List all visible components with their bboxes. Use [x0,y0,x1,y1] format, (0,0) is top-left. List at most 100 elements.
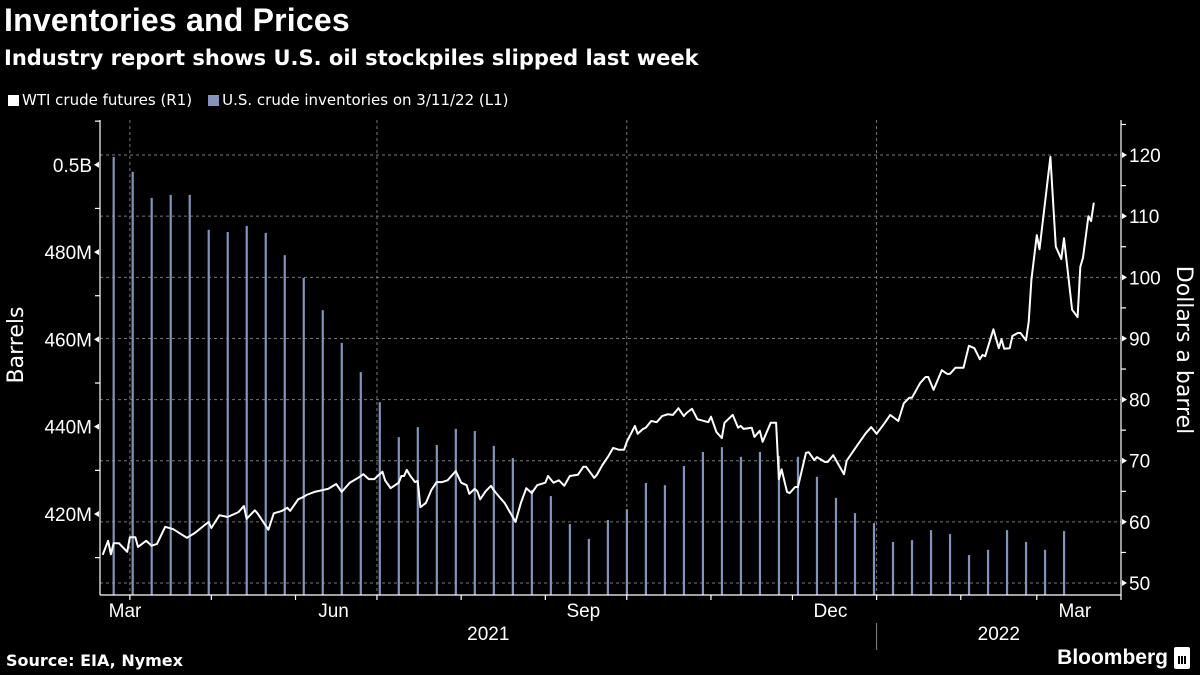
inventory-bar [587,538,590,595]
inventory-bar [606,520,609,595]
chart-subtitle: Industry report shows U.S. oil stockpile… [4,46,699,70]
x-tick-label: Dec [814,601,848,622]
inventory-bar [1024,541,1028,595]
left-tick-label: 0.5B [53,156,92,177]
inventory-bar [891,541,895,595]
left-tick-label: 480M [44,243,92,264]
inventory-bar [359,372,362,595]
inventory-bar [758,452,762,595]
inventory-bar [948,534,952,595]
inventory-bar [454,428,457,595]
inventory-bar [416,427,419,595]
right-tick-arrow [1122,396,1127,403]
left-tick-arrow [94,336,99,343]
inventory-bar [245,225,248,595]
inventory-bar [663,485,667,595]
inventory-bar [967,555,971,595]
inventory-bar [720,447,724,595]
inventory-bar [834,497,838,595]
right-tick-label: 110 [1129,207,1159,228]
inventory-bar [112,156,115,595]
bloomberg-chart-icon [1174,647,1190,669]
bloomberg-logo: Bloomberg [1057,646,1190,670]
inventory-bar [682,465,686,595]
right-tick-label: 80 [1129,391,1150,412]
right-tick-arrow [1122,152,1127,159]
chart-title: Inventories and Prices [4,2,350,38]
inventory-bar [131,171,134,595]
inventory-bar [188,194,191,595]
left-tick-label: 420M [44,505,92,526]
right-tick-arrow [1122,518,1127,525]
inventory-bar [853,513,857,595]
left-tick-arrow [94,423,99,430]
inventory-bar [397,437,400,595]
inventory-bar [739,456,743,595]
inventory-bar [530,489,533,595]
source-note: Source: EIA, Nymex [6,651,183,670]
inventory-bar [473,431,476,595]
legend: WTI crude futures (R1) U.S. crude invent… [8,91,509,109]
legend-swatch-inventories [208,94,220,106]
inventory-bar [511,458,514,595]
right-tick-label: 100 [1129,268,1161,289]
inventory-bar [777,455,781,595]
inventory-bar [1043,549,1047,595]
inventory-bar [796,456,800,595]
inventory-bar [625,509,628,595]
right-tick-label: 50 [1129,574,1150,595]
right-tick-label: 60 [1129,513,1150,534]
x-tick-label: Mar [1058,601,1091,622]
inventory-bar [492,445,495,595]
inventory-bar [568,524,571,595]
legend-item-wti: WTI crude futures (R1) [8,91,192,109]
inventory-bar [644,482,648,595]
inventory-bar [910,540,914,595]
inventory-bar [283,255,286,595]
inventory-bar [929,530,933,595]
legend-swatch-wti [8,94,19,106]
inventory-bar [549,496,552,595]
inventory-bar [815,476,819,595]
right-tick-label: 90 [1129,329,1150,350]
right-axis-title: Dollars a barrel [1171,266,1196,434]
left-tick-arrow [94,510,99,517]
left-tick-arrow [94,249,99,256]
axes: 0.5B 480M 460M 440M 420M 50 60 70 80 90 100 110 120 M… [44,120,1161,650]
inventory-bars [112,156,1066,596]
right-tick-arrow [1122,457,1127,464]
inventory-bar [1005,530,1009,595]
inventory-bar [169,194,172,595]
inventory-bar [986,549,990,595]
wti-line-group [101,155,1095,556]
year-label: 2022 [978,624,1020,645]
inventory-bar [321,310,324,595]
legend-label-wti: WTI crude futures (R1) [22,91,193,109]
legend-label-inventories: U.S. crude inventories on 3/11/22 (L1) [222,91,509,109]
inventory-bar [1062,531,1066,595]
x-tick-label: Jun [318,601,349,622]
left-tick-label: 460M [44,330,92,351]
right-tick-arrow [1122,335,1127,342]
inventory-bar [435,445,438,595]
wti-price-line [101,155,1095,556]
legend-item-inventories: U.S. crude inventories on 3/11/22 (L1) [208,91,509,109]
inventory-bar [302,277,305,595]
inventory-bar [264,232,267,595]
x-tick-label: Mar [109,601,142,622]
right-tick-arrow [1122,580,1127,587]
inventory-bar [378,402,381,595]
left-tick-arrow [94,161,99,168]
inventory-bar [701,452,705,595]
inventory-bar [872,523,876,595]
right-tick-label: 70 [1129,452,1150,473]
left-tick-label: 440M [44,418,92,439]
right-tick-arrow [1122,213,1127,220]
logo-text: Bloomberg [1057,646,1168,669]
right-tick-label: 120 [1129,146,1161,167]
year-label: 2021 [467,624,509,645]
x-tick-label: Sep [566,601,600,622]
inventory-bar [150,197,153,595]
inventory-bar [207,229,210,596]
